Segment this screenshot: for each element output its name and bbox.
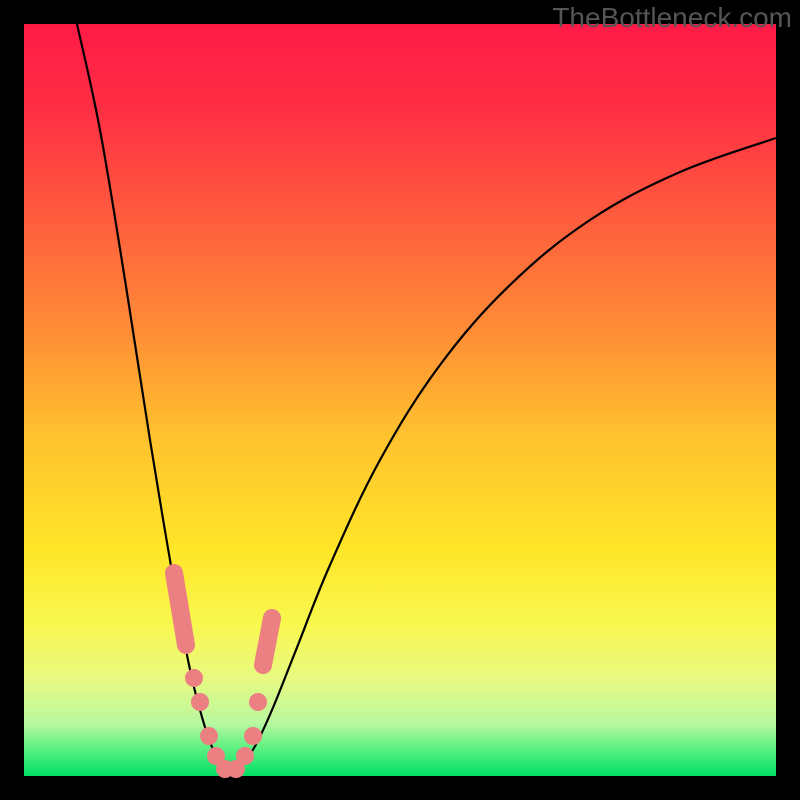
marker-dot [185, 669, 203, 687]
marker-pill [174, 573, 186, 645]
plot-area [24, 24, 776, 776]
marker-dot [200, 727, 218, 745]
marker-dot [236, 747, 254, 765]
marker-dot [249, 693, 267, 711]
bottleneck-chart [0, 0, 800, 800]
marker-dot [244, 727, 262, 745]
marker-pill [263, 618, 272, 665]
watermark-text: TheBottleneck.com [552, 2, 792, 34]
marker-dot [191, 693, 209, 711]
